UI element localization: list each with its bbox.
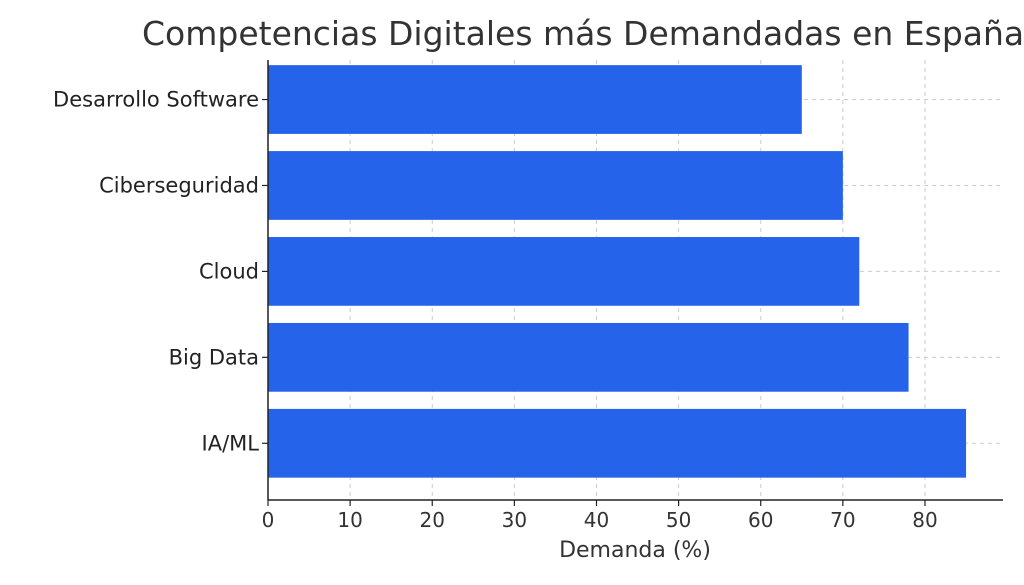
x-tick-label: 50	[666, 508, 691, 532]
y-tick-labels: Desarrollo Software Ciberseguridad Cloud Bi…	[53, 88, 268, 455]
chart-title: Competencias Digitales más Demandadas en…	[142, 14, 1024, 53]
y-tick-label: Big Data	[169, 345, 259, 369]
x-ticks: 0 10 20 30 40 50 60 70 80	[262, 500, 938, 532]
y-tick-label: Ciberseguridad	[99, 173, 259, 197]
bar	[268, 322, 909, 392]
x-tick-label: 30	[502, 508, 527, 532]
x-tick-label: 40	[584, 508, 609, 532]
x-tick-label: 20	[420, 508, 445, 532]
bars	[268, 65, 967, 478]
bar	[268, 237, 860, 306]
x-tick-label: 10	[337, 508, 362, 532]
y-tick-label: Cloud	[199, 259, 259, 283]
bar	[268, 151, 843, 220]
y-tick-label: IA/ML	[202, 431, 260, 455]
x-tick-label: 0	[262, 508, 275, 532]
x-axis-label: Demanda (%)	[559, 538, 711, 563]
axes	[267, 60, 1003, 501]
x-tick-label: 70	[830, 508, 855, 532]
bar	[268, 65, 802, 134]
y-tick-label: Desarrollo Software	[53, 88, 259, 112]
bar	[268, 408, 967, 478]
x-tick-label: 80	[912, 508, 937, 532]
x-tick-label: 60	[748, 508, 773, 532]
